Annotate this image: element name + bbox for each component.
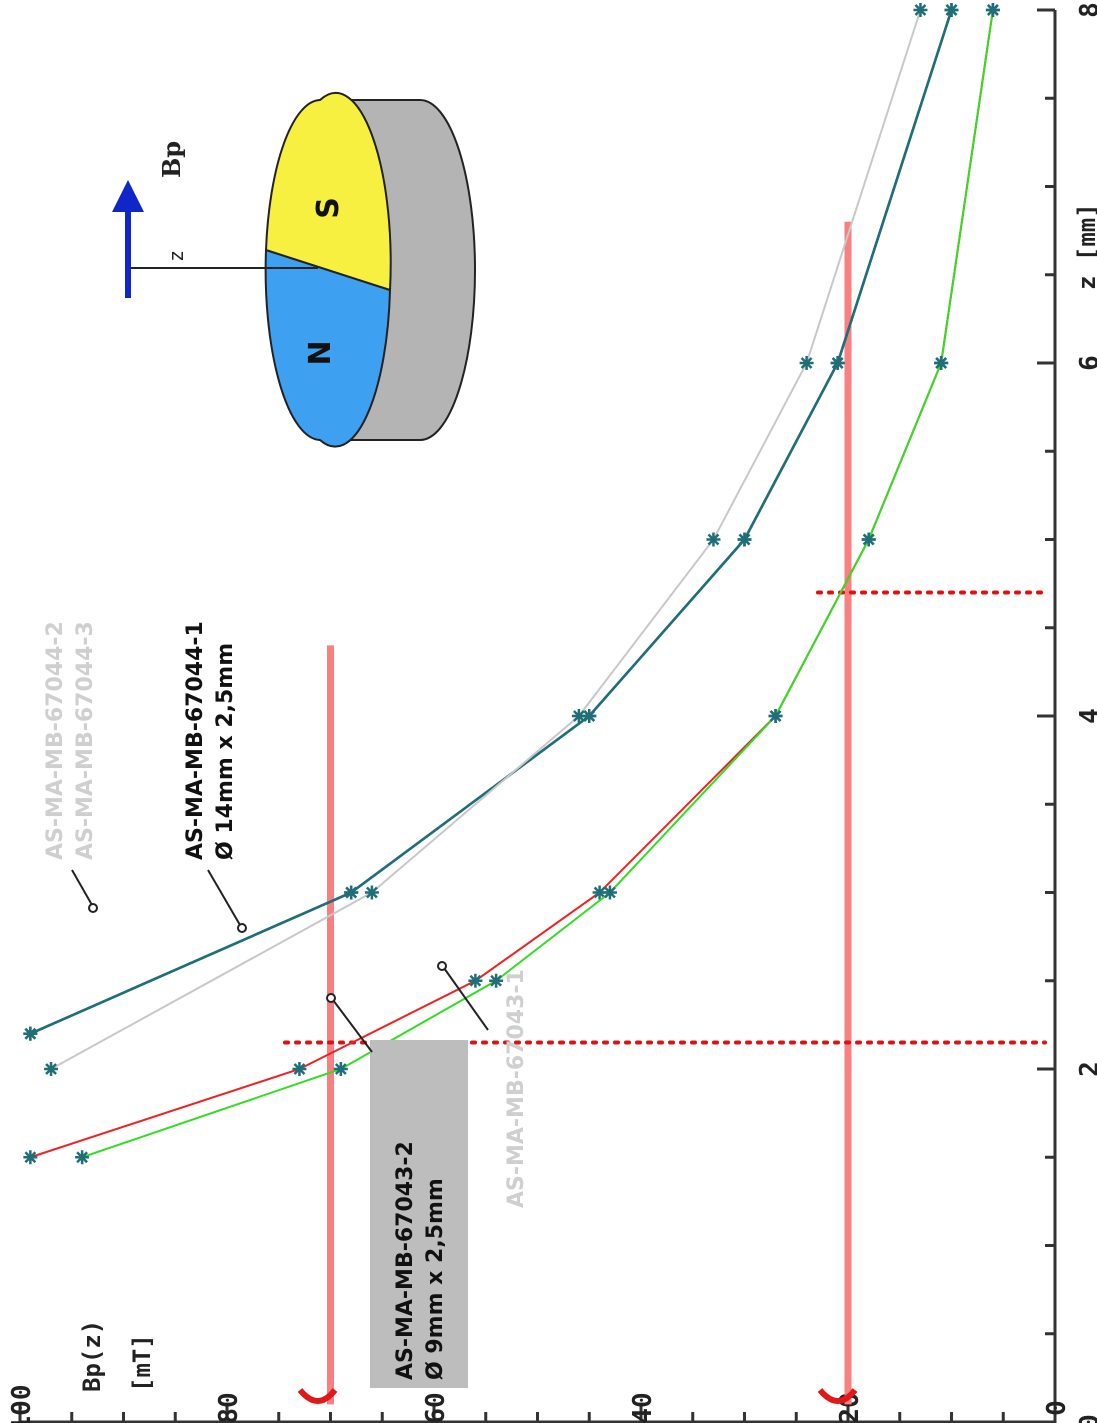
data-point — [571, 709, 586, 723]
reference-lines — [283, 221, 1047, 1405]
x-tick-label: 8 — [1075, 2, 1097, 18]
data-point — [333, 1062, 348, 1076]
leader-67044-1 — [207, 869, 241, 926]
data-point — [602, 885, 617, 900]
field-arrow-icon — [112, 180, 144, 212]
label-67044-2: AS-MA-MB-67044-2 — [43, 621, 68, 860]
north-label: N — [303, 340, 338, 365]
x-tick-label: 4 — [1075, 708, 1097, 724]
data-point — [292, 1062, 307, 1076]
data-point — [23, 1026, 38, 1041]
leader-67043-1 — [443, 967, 489, 1031]
label-67044-1-line1: AS-MA-MB-67044-1 — [183, 621, 208, 860]
data-point — [913, 3, 928, 17]
magnet-diagram: N S z Bp — [112, 91, 476, 448]
data-point — [706, 532, 721, 547]
x-tick-label: 0 — [1075, 1414, 1097, 1423]
leader-67043-1-dot — [437, 961, 447, 971]
x-tick-label: 2 — [1075, 1061, 1097, 1077]
series-line — [29, 9, 953, 1035]
leader-67044-1-dot — [237, 923, 247, 933]
y-tick-label: 100 — [7, 1385, 37, 1423]
field-label: Bp — [157, 141, 186, 178]
y-tick-label: 60 — [421, 1392, 451, 1423]
data-point — [934, 356, 949, 370]
series-line — [81, 9, 994, 1159]
south-label: S — [311, 197, 346, 219]
data-point — [830, 356, 845, 370]
leader-67043-2-dot — [326, 993, 336, 1003]
y-axis-title-1: Bp(z) — [78, 1320, 106, 1392]
data-point — [582, 709, 597, 723]
data-point — [768, 709, 783, 723]
data-point — [944, 3, 959, 17]
leader-67043-2 — [332, 999, 373, 1053]
label-67044-1-line2: Ø 14mm x 2,5mm — [213, 643, 238, 860]
data-point — [75, 1150, 90, 1165]
label-67044-3: AS-MA-MB-67044-3 — [73, 621, 98, 860]
data-point — [489, 973, 504, 988]
y-axis-title-2: [mT] — [128, 1334, 156, 1392]
label-67043-1: AS-MA-MB-67043-1 — [504, 969, 529, 1208]
data-point — [737, 532, 752, 547]
data-point — [44, 1062, 59, 1076]
x-axis-title: z [mm] — [1073, 203, 1097, 290]
tick-label-group: 02468020406080100 — [7, 2, 1097, 1423]
label-67043-2-line2: Ø 9mm x 2,5mm — [423, 1178, 448, 1380]
x-tick-label: 6 — [1075, 355, 1097, 371]
tick-group — [18, 8, 1057, 1423]
data-point — [861, 532, 876, 547]
series-line — [50, 9, 922, 1070]
y-tick-label: 0 — [1042, 1400, 1072, 1416]
data-point — [344, 885, 359, 900]
data-point — [364, 885, 379, 900]
magnet-south-face — [264, 91, 392, 292]
label-box-67043-2 — [370, 1040, 468, 1388]
label-67043-2-line1: AS-MA-MB-67043-2 — [393, 1141, 418, 1380]
magnet-north-face — [264, 248, 392, 448]
data-point — [468, 973, 483, 988]
z-distance-label: z — [164, 250, 188, 262]
leader-67044 — [71, 869, 93, 906]
data-point — [799, 356, 814, 370]
data-point — [23, 1150, 38, 1165]
bracket-20 — [817, 1387, 858, 1404]
y-tick-label: 80 — [214, 1392, 244, 1423]
leader-67044-dot — [88, 903, 98, 913]
data-point — [985, 3, 1000, 17]
bracket-70 — [297, 1387, 338, 1404]
series-group — [23, 3, 1000, 1165]
y-tick-label: 40 — [628, 1392, 658, 1423]
